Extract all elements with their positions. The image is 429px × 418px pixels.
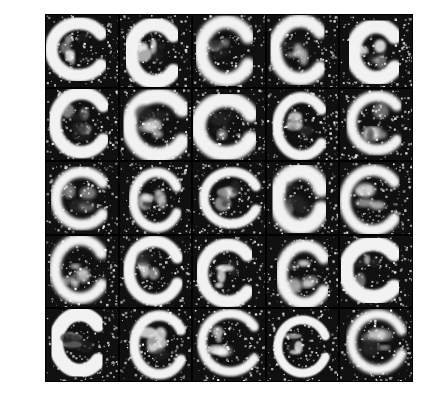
sample-glyph [193, 309, 265, 381]
sample-tile [46, 309, 118, 381]
sample-glyph [266, 88, 339, 161]
sample-tile [193, 15, 265, 87]
sample-tile [266, 88, 339, 161]
sample-glyph [340, 309, 412, 381]
sample-glyph [119, 162, 192, 234]
sample-glyph [193, 88, 265, 161]
sample-tile [119, 309, 192, 381]
sample-tile [119, 235, 192, 308]
sample-tile [340, 162, 412, 234]
sample-glyph [193, 235, 265, 308]
sample-glyph [340, 162, 412, 234]
sample-glyph [340, 88, 412, 161]
sample-glyph [266, 162, 339, 234]
sample-glyph [46, 235, 118, 308]
sample-tile [119, 15, 192, 87]
sample-tile [266, 309, 339, 381]
sample-glyph [46, 15, 118, 87]
sample-glyph [193, 162, 265, 234]
sample-glyph [119, 88, 192, 161]
sample-glyph [266, 15, 339, 87]
sample-glyph [46, 162, 118, 234]
sample-tile [193, 88, 265, 161]
sample-tile [266, 235, 339, 308]
sample-glyph [46, 309, 118, 381]
sample-glyph [46, 88, 118, 161]
sample-tile [340, 88, 412, 161]
sample-tile [46, 15, 118, 87]
sample-tile [119, 162, 192, 234]
sample-glyph [119, 235, 192, 308]
sample-tile [340, 15, 412, 87]
sample-glyph [266, 235, 339, 308]
sample-tile [193, 309, 265, 381]
sample-glyph [340, 15, 412, 87]
sample-grid-frame [45, 14, 413, 382]
sample-glyph [340, 235, 412, 308]
sample-glyph [266, 309, 339, 381]
sample-tile [266, 162, 339, 234]
sample-grid [46, 15, 412, 381]
sample-glyph [119, 309, 192, 381]
sample-tile [46, 235, 118, 308]
sample-tile [119, 88, 192, 161]
sample-tile [46, 88, 118, 161]
sample-tile [340, 309, 412, 381]
sample-tile [46, 162, 118, 234]
sample-tile [193, 235, 265, 308]
sample-tile [266, 15, 339, 87]
sample-glyph [193, 15, 265, 87]
sample-tile [340, 235, 412, 308]
sample-glyph [119, 15, 192, 87]
sample-tile [193, 162, 265, 234]
